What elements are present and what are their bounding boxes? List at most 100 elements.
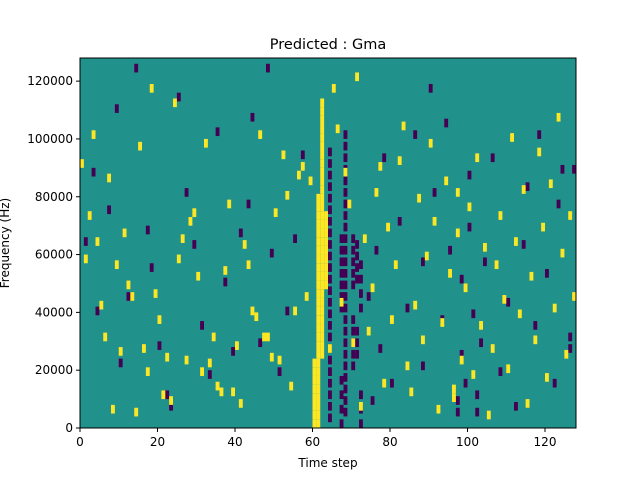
y-axis: 0 20000 40000 60000 80000 100000 120000 [27, 74, 80, 435]
low-value-cell [343, 153, 348, 163]
low-value-cell [328, 286, 332, 296]
low-value-cell [269, 248, 274, 258]
high-value-cell [320, 349, 325, 359]
high-value-cell [316, 323, 321, 333]
low-value-cell [545, 269, 549, 278]
y-tick-label: 20000 [35, 363, 73, 377]
low-value-cell [359, 303, 363, 313]
high-value-cell [324, 245, 328, 255]
low-value-cell [490, 153, 495, 163]
high-value-cell [320, 219, 325, 229]
high-value-cell [145, 367, 150, 376]
high-value-cell [316, 271, 321, 281]
high-value-cell [312, 358, 317, 368]
low-value-cell [351, 326, 356, 336]
high-value-cell [471, 370, 476, 379]
low-value-cell [328, 170, 332, 180]
high-value-cell [235, 341, 239, 350]
high-value-cell [320, 289, 325, 298]
x-tick-label: 60 [305, 435, 320, 449]
low-value-cell [355, 263, 359, 272]
low-value-cell [506, 297, 511, 307]
low-value-cell [176, 92, 181, 102]
low-value-cell [145, 225, 150, 235]
high-value-cell [258, 130, 263, 139]
high-value-cell [320, 341, 325, 350]
low-value-cell [328, 205, 332, 215]
low-value-cell [355, 240, 359, 249]
low-value-cell [432, 188, 437, 197]
high-value-cell [347, 199, 352, 209]
high-value-cell [328, 344, 332, 353]
high-value-cell [324, 263, 328, 272]
low-value-cell [246, 199, 251, 209]
high-value-cell [138, 141, 142, 151]
low-value-cell [328, 240, 332, 249]
low-value-cell [192, 240, 197, 249]
high-value-cell [324, 271, 328, 281]
low-value-cell [328, 390, 332, 400]
high-value-cell [238, 399, 243, 408]
high-value-cell [428, 138, 433, 148]
low-value-cell [328, 378, 332, 388]
high-value-cell [475, 153, 480, 163]
low-value-cell [328, 309, 332, 319]
low-value-cell [479, 338, 483, 348]
low-value-cell [459, 274, 464, 284]
low-value-cell [169, 401, 173, 411]
high-value-cell [126, 280, 131, 290]
high-value-cell [564, 349, 569, 359]
high-value-cell [548, 179, 553, 189]
high-value-cell [316, 384, 321, 394]
high-value-cell [316, 289, 321, 298]
low-value-cell [343, 315, 348, 324]
low-value-cell [328, 251, 332, 261]
high-value-cell [223, 266, 228, 275]
low-value-cell [374, 245, 379, 255]
low-value-cell [343, 280, 348, 290]
low-value-cell [343, 373, 348, 382]
high-value-cell [316, 306, 321, 316]
low-value-cell [126, 292, 131, 301]
low-value-cell [339, 257, 344, 267]
low-value-cell [328, 355, 332, 365]
low-value-cell [343, 269, 348, 278]
high-value-cell [83, 254, 88, 264]
high-value-cell [320, 332, 325, 342]
low-value-cell [463, 378, 468, 388]
high-value-cell [293, 306, 297, 316]
low-value-cell [421, 361, 425, 371]
high-value-cell [312, 401, 317, 411]
y-tick-label: 40000 [35, 305, 73, 319]
high-value-cell [231, 387, 235, 397]
y-tick-label: 0 [65, 421, 73, 435]
high-value-cell [436, 404, 441, 414]
high-value-cell [440, 318, 445, 327]
low-value-cell [238, 228, 243, 238]
high-value-cell [320, 167, 325, 177]
high-value-cell [320, 297, 325, 307]
low-value-cell [343, 338, 348, 348]
low-value-cell [428, 84, 433, 93]
high-value-cell [401, 121, 406, 131]
low-value-cell [339, 419, 344, 428]
high-value-cell [316, 193, 321, 203]
high-value-cell [320, 263, 325, 272]
high-value-cell [324, 237, 328, 246]
high-value-cell [374, 188, 379, 197]
high-value-cell [95, 237, 100, 246]
high-value-cell [289, 381, 294, 391]
high-value-cell [118, 347, 123, 356]
x-tick-label: 80 [382, 435, 397, 449]
low-value-cell [339, 269, 344, 278]
high-value-cell [312, 419, 317, 428]
high-value-cell [130, 292, 135, 301]
low-value-cell [328, 147, 332, 157]
low-value-cell [339, 280, 344, 290]
high-value-cell [568, 211, 573, 220]
low-value-cell [382, 153, 387, 163]
high-value-cell [316, 280, 321, 290]
high-value-cell [316, 419, 321, 428]
high-value-cell [99, 300, 104, 310]
high-value-cell [320, 245, 325, 255]
